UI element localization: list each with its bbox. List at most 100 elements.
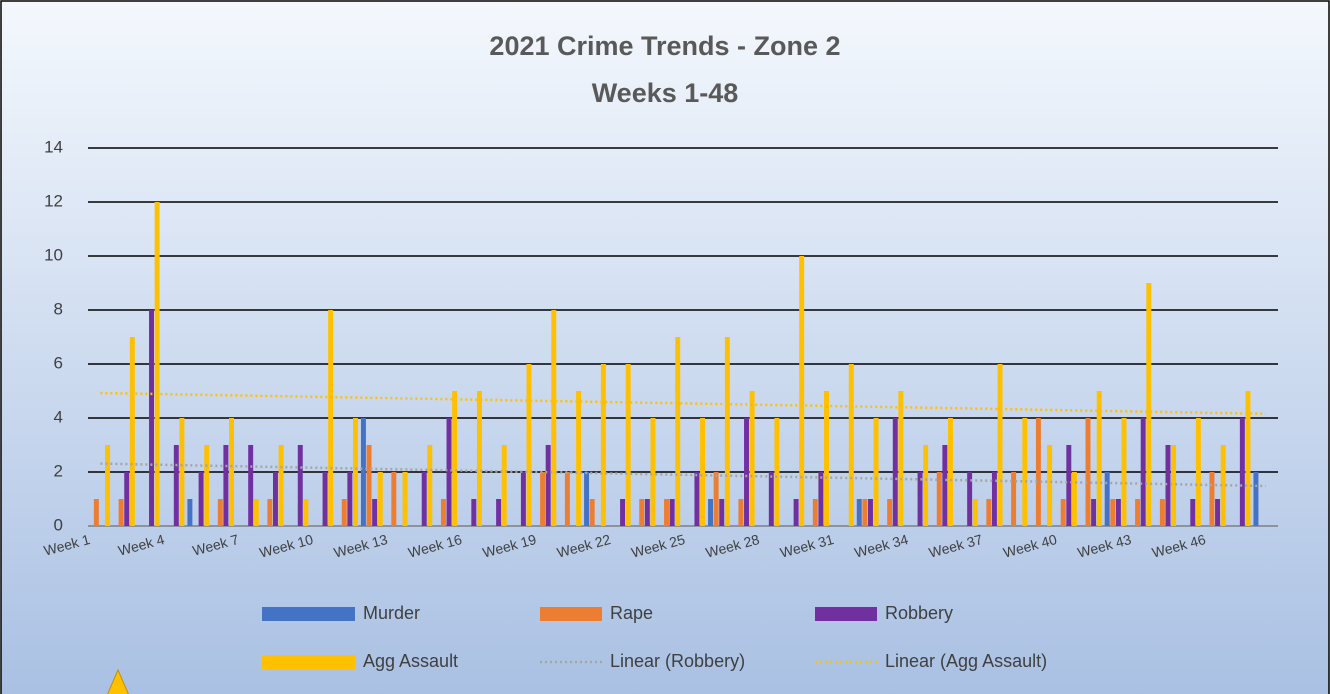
bar: [217, 499, 223, 526]
bar: [669, 499, 675, 526]
bar: [738, 499, 744, 526]
warning-icon: [107, 668, 129, 694]
bar: [644, 499, 650, 526]
bar: [564, 472, 570, 526]
bar: [248, 445, 254, 526]
bar: [639, 499, 645, 526]
bar: [848, 364, 854, 526]
bar: [873, 418, 879, 526]
bar: [923, 445, 929, 526]
chart-subtitle: Weeks 1-48: [592, 78, 739, 108]
legend-label: Rape: [610, 603, 653, 623]
bar: [694, 472, 700, 526]
bar: [551, 310, 557, 526]
bar: [303, 499, 309, 526]
bar: [187, 499, 193, 526]
trendline: [100, 462, 1266, 488]
bar: [1239, 418, 1245, 526]
bar: [997, 364, 1003, 526]
bar: [124, 472, 130, 526]
bar: [986, 499, 992, 526]
bar: [154, 202, 160, 526]
bar: [719, 499, 725, 526]
bar: [347, 472, 353, 526]
bar: [501, 445, 507, 526]
chart-title: 2021 Crime Trends - Zone 2: [489, 31, 840, 61]
bar: [1209, 472, 1215, 526]
bar: [377, 472, 383, 526]
bar: [1035, 418, 1041, 526]
bar: [708, 499, 713, 526]
bar: [818, 472, 824, 526]
bar: [799, 256, 805, 526]
bar: [774, 418, 780, 526]
y-tick-label: 2: [54, 461, 63, 480]
bar: [1085, 418, 1091, 526]
bar: [520, 472, 526, 526]
bar: [1195, 418, 1201, 526]
bar: [744, 418, 749, 526]
bar: [1022, 418, 1028, 526]
y-tick-label: 14: [44, 137, 63, 156]
bar: [620, 499, 626, 526]
legend-swatch: [262, 607, 355, 621]
bar: [1115, 499, 1121, 526]
bar: [1011, 472, 1017, 526]
y-tick-label: 6: [54, 353, 63, 372]
bar: [917, 472, 923, 526]
bar: [793, 499, 799, 526]
bar: [1245, 391, 1251, 526]
bar: [372, 499, 378, 526]
bar: [204, 445, 210, 526]
bar: [1121, 418, 1127, 526]
bar: [675, 337, 681, 526]
bar: [496, 499, 502, 526]
bar: [223, 445, 229, 526]
bar: [1060, 499, 1066, 526]
bar: [341, 499, 347, 526]
bar: [967, 472, 973, 526]
legend-swatch: [262, 655, 355, 669]
y-tick-label: 0: [54, 515, 63, 534]
bar: [972, 499, 978, 526]
bar: [856, 499, 862, 526]
legend-swatch: [815, 607, 877, 621]
bar: [650, 418, 656, 526]
bar: [1220, 445, 1226, 526]
bar: [421, 472, 427, 526]
bar: [1146, 283, 1152, 526]
bar: [1135, 499, 1141, 526]
bar: [724, 337, 730, 526]
bar: [272, 472, 278, 526]
bar: [328, 310, 334, 526]
legend-label: Linear (Agg Assault): [885, 651, 1047, 671]
bar: [1171, 445, 1177, 526]
bar: [267, 499, 273, 526]
bar: [118, 499, 124, 526]
bar: [1096, 391, 1102, 526]
bar: [229, 418, 234, 526]
bar: [664, 499, 670, 526]
legend-label: Robbery: [885, 603, 953, 623]
bar: [545, 445, 551, 526]
legend-label: Linear (Robbery): [610, 651, 745, 671]
bar: [402, 472, 408, 526]
bar: [526, 364, 532, 526]
bar: [278, 445, 284, 526]
legend-label: Agg Assault: [363, 651, 458, 671]
bar: [105, 445, 111, 526]
bar: [713, 472, 719, 526]
bar: [179, 418, 185, 526]
bar: [991, 472, 997, 526]
bar: [584, 472, 590, 526]
bar: [936, 472, 942, 526]
bar: [1190, 499, 1196, 526]
bar: [366, 445, 372, 526]
bar: [476, 391, 482, 526]
y-tick-label: 10: [44, 245, 63, 264]
bar: [173, 445, 179, 526]
bar: [887, 499, 893, 526]
y-tick-label: 4: [54, 407, 63, 426]
bar: [812, 499, 818, 526]
